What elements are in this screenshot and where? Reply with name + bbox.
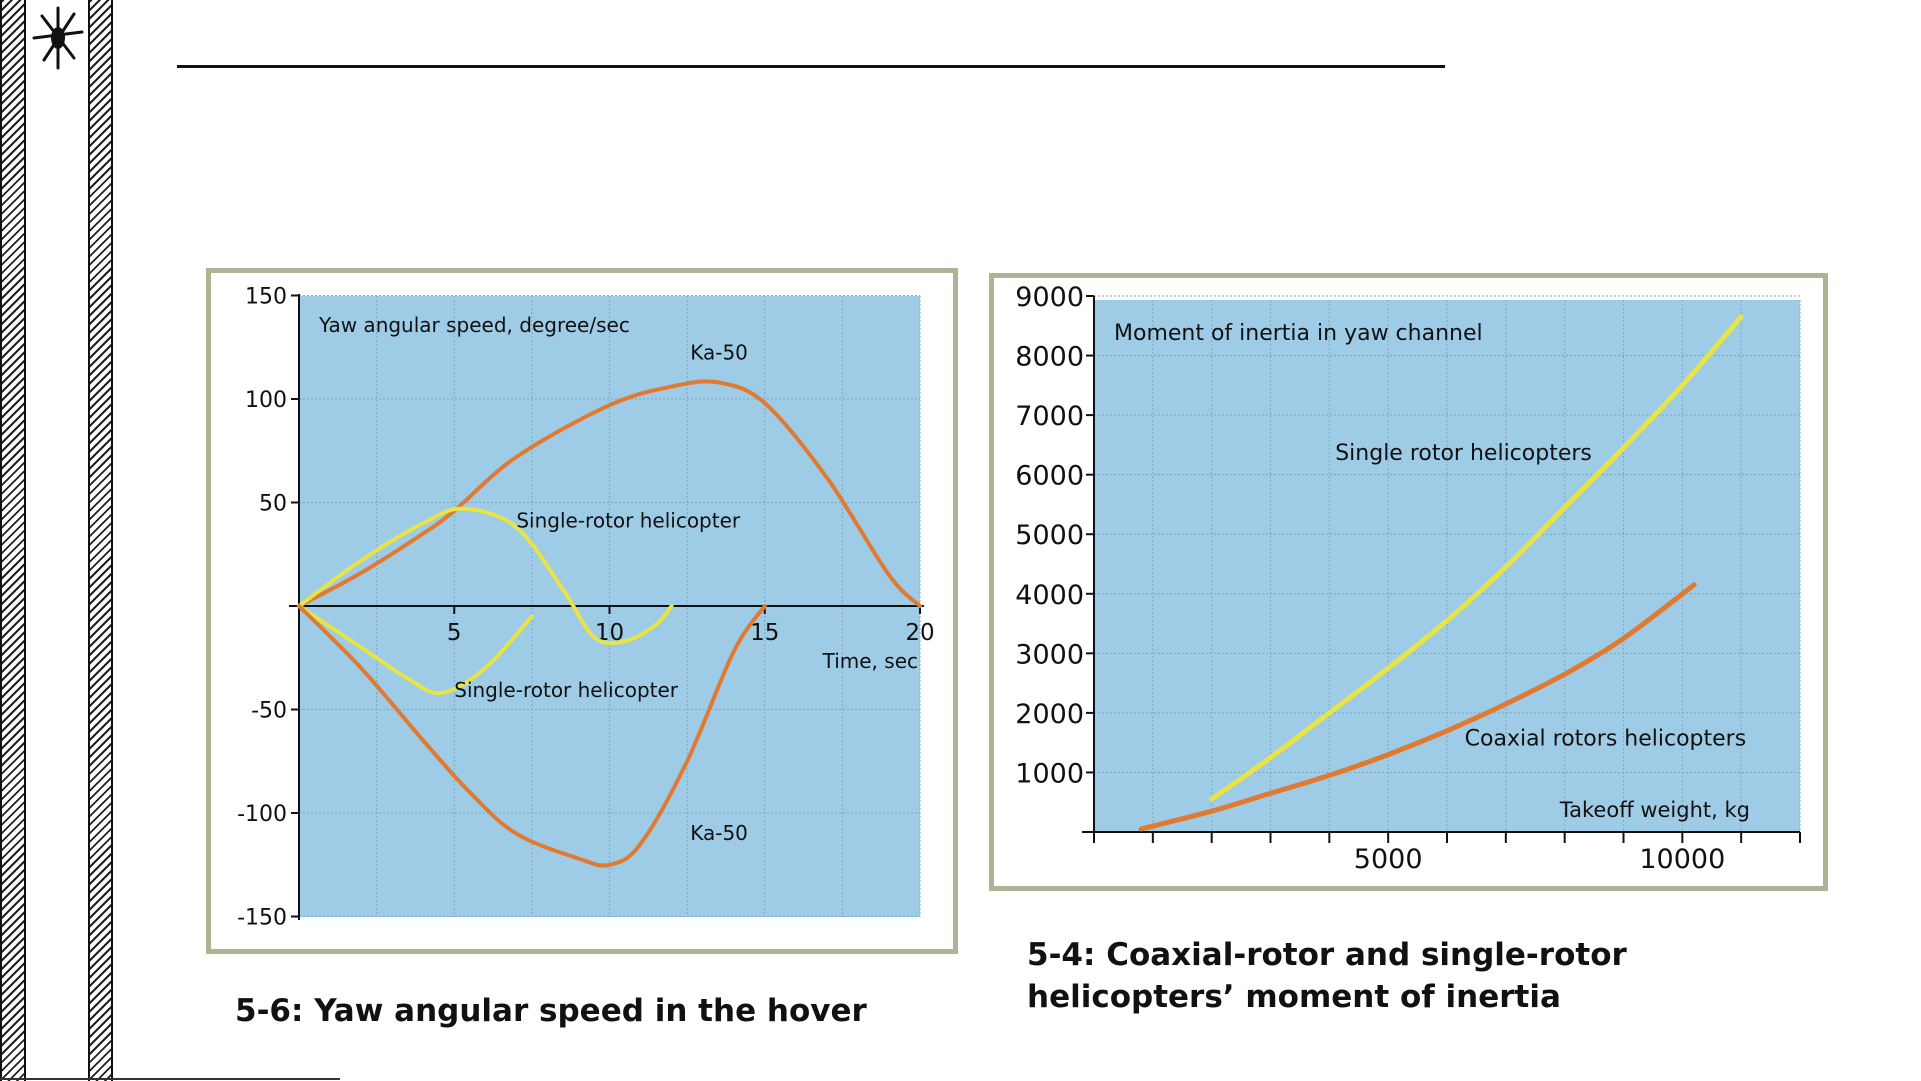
inertia-chart-title: Moment of inertia in yaw channel <box>1114 321 1483 346</box>
ka50-label: Ka-50 <box>690 821 748 845</box>
inertia-y-tick-label: 1000 <box>1015 758 1084 789</box>
inertia-y-tick-label: 2000 <box>1015 699 1084 730</box>
inertia-x-tick-label: 5000 <box>1354 844 1423 875</box>
single-rotor-label: Single-rotor helicopter <box>516 508 741 532</box>
inertia-y-tick-label: 6000 <box>1015 461 1084 492</box>
footer-rule <box>0 1078 340 1080</box>
yaw-y-tick-label: -100 <box>237 802 287 827</box>
yaw-y-tick-label: 50 <box>259 492 287 517</box>
left-decorative-stripe <box>0 0 26 1081</box>
inertia-x-axis-label: Takeoff weight, kg <box>1559 798 1750 822</box>
caption-moment-of-inertia: 5-4: Coaxial-rotor and single-rotor heli… <box>1027 937 1627 1015</box>
inertia-y-tick-label: 5000 <box>1015 520 1084 551</box>
inertia-y-tick-label: 7000 <box>1015 401 1084 432</box>
ka50-curve <box>297 604 767 868</box>
yaw-x-axis-label: Time, sec <box>822 649 918 673</box>
yaw-x-tick-label: 5 <box>447 620 462 646</box>
right-decorative-stripe <box>88 0 113 1081</box>
header-rule <box>177 65 1445 68</box>
single-rotor-inertia-curve <box>1209 314 1744 802</box>
yaw-x-tick-label: 20 <box>905 620 934 646</box>
helicopter-logo-icon <box>32 6 84 70</box>
yaw-y-tick-label: -50 <box>251 699 287 724</box>
inertia-x-tick-label: 10000 <box>1639 844 1725 875</box>
coaxial-inertia-label: Coaxial rotors helicopters <box>1465 727 1747 752</box>
single-rotor-curve <box>297 604 534 696</box>
yaw-y-tick-label: 150 <box>245 285 287 310</box>
coaxial-inertia-curve <box>1138 582 1697 832</box>
single-rotor-curve <box>297 506 674 646</box>
single-rotor-label: Single-rotor helicopter <box>454 678 679 702</box>
ka50-curve <box>297 379 922 608</box>
yaw-y-tick-label: -150 <box>237 906 287 931</box>
inertia-y-tick-label: 3000 <box>1015 639 1084 670</box>
inertia-y-tick-label: 9000 <box>1015 282 1084 313</box>
inertia-y-tick-label: 4000 <box>1015 580 1084 611</box>
yaw-y-tick-label: 100 <box>245 388 287 413</box>
ka50-label: Ka-50 <box>690 341 748 365</box>
yaw-x-tick-label: 15 <box>750 620 779 646</box>
caption-yaw-speed: 5-6: Yaw angular speed in the hover <box>235 993 867 1029</box>
inertia-y-tick-label: 8000 <box>1015 342 1084 373</box>
single-rotor-inertia-label: Single rotor helicopters <box>1335 441 1592 466</box>
yaw-chart-title: Yaw angular speed, degree/sec <box>318 313 630 337</box>
